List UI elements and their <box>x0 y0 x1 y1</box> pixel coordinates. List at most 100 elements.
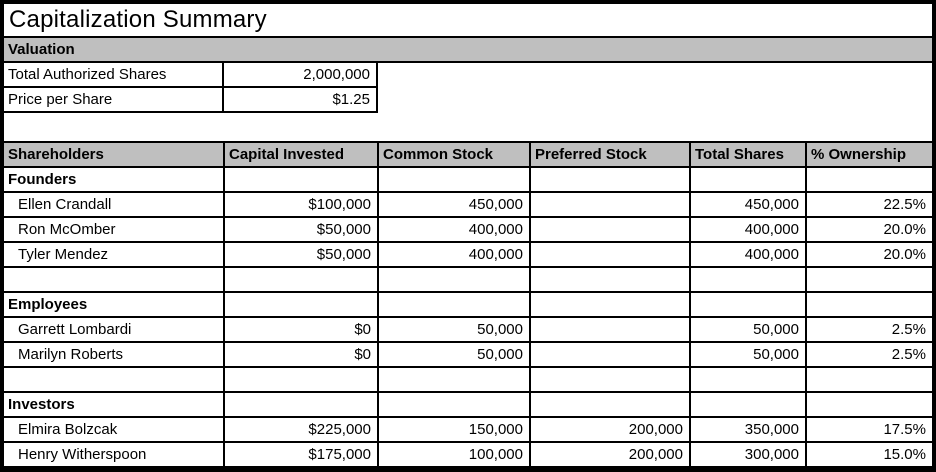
table-cell[interactable]: 17.5% <box>805 416 932 443</box>
table-cell[interactable] <box>529 291 691 318</box>
table-cell[interactable] <box>223 366 379 393</box>
table-cell[interactable] <box>529 266 691 293</box>
table-cell[interactable] <box>529 166 691 193</box>
table-cell[interactable]: Founders <box>4 166 225 193</box>
table-cell[interactable]: 400,000 <box>377 216 531 243</box>
table-cell[interactable] <box>805 291 932 318</box>
table-cell[interactable] <box>377 366 531 393</box>
table-cell[interactable]: 350,000 <box>689 416 807 443</box>
table-cell[interactable]: 150,000 <box>377 416 531 443</box>
table-cell[interactable] <box>4 366 225 393</box>
table-cell[interactable]: Ellen Crandall <box>4 191 225 218</box>
table-cell[interactable] <box>377 391 531 418</box>
table-cell[interactable]: $50,000 <box>223 216 379 243</box>
table-cell[interactable] <box>377 266 531 293</box>
price-per-share-label-cell[interactable]: Price per Share <box>4 88 224 113</box>
section-row-employees: Employees <box>4 291 932 318</box>
table-cell[interactable]: 400,000 <box>689 216 807 243</box>
table-cell[interactable]: 450,000 <box>689 191 807 218</box>
table-cell[interactable] <box>805 166 932 193</box>
column-header-preferred-stock[interactable]: Preferred Stock <box>529 141 691 168</box>
table-cell[interactable]: 50,000 <box>689 316 807 343</box>
table-cell[interactable] <box>689 166 807 193</box>
shareholder-row: Garrett Lombardi $0 50,000 50,000 2.5% <box>4 316 932 343</box>
table-cell[interactable]: 20.0% <box>805 216 932 243</box>
table-cell[interactable] <box>4 266 225 293</box>
table-cell[interactable]: 2.5% <box>805 316 932 343</box>
table-cell[interactable] <box>529 341 691 368</box>
table-cell[interactable]: $0 <box>223 316 379 343</box>
table-cell[interactable]: 200,000 <box>529 416 691 443</box>
table-cell[interactable]: 22.5% <box>805 191 932 218</box>
spacer-row <box>4 113 932 141</box>
valuation-section-header[interactable]: Valuation <box>4 38 932 63</box>
shareholders-table: Shareholders Capital Invested Common Stock… <box>4 141 932 468</box>
section-row-founders: Founders <box>4 166 932 193</box>
table-cell[interactable] <box>529 316 691 343</box>
table-cell[interactable]: Ron McOmber <box>4 216 225 243</box>
table-cell[interactable]: $175,000 <box>223 441 379 468</box>
table-cell[interactable] <box>377 291 531 318</box>
valuation-row-price-per-share: Price per Share $1.25 <box>4 88 932 113</box>
table-cell[interactable] <box>689 266 807 293</box>
table-cell[interactable] <box>689 391 807 418</box>
table-cell[interactable] <box>223 166 379 193</box>
table-cell[interactable]: Garrett Lombardi <box>4 316 225 343</box>
table-cell[interactable]: 2.5% <box>805 341 932 368</box>
table-cell[interactable] <box>805 366 932 393</box>
column-header-capital-invested[interactable]: Capital Invested <box>223 141 379 168</box>
authorized-shares-value-cell[interactable]: 2,000,000 <box>224 63 378 88</box>
table-cell[interactable]: 450,000 <box>377 191 531 218</box>
column-header-total-shares[interactable]: Total Shares <box>689 141 807 168</box>
table-cell[interactable]: Investors <box>4 391 225 418</box>
column-header-common-stock[interactable]: Common Stock <box>377 141 531 168</box>
table-cell[interactable]: $0 <box>223 341 379 368</box>
table-cell[interactable] <box>689 291 807 318</box>
table-cell[interactable] <box>223 291 379 318</box>
authorized-shares-label-cell[interactable]: Total Authorized Shares <box>4 63 224 88</box>
price-per-share-value-cell[interactable]: $1.25 <box>224 88 378 113</box>
table-cell[interactable]: 20.0% <box>805 241 932 268</box>
table-cell[interactable] <box>529 216 691 243</box>
table-cell[interactable]: $225,000 <box>223 416 379 443</box>
blank-separator-row <box>4 266 932 293</box>
table-cell[interactable] <box>377 166 531 193</box>
table-cell[interactable]: 50,000 <box>689 341 807 368</box>
table-cell[interactable]: 100,000 <box>377 441 531 468</box>
shareholder-row: Marilyn Roberts $0 50,000 50,000 2.5% <box>4 341 932 368</box>
table-cell[interactable] <box>529 241 691 268</box>
table-cell[interactable]: Employees <box>4 291 225 318</box>
page-title: Capitalization Summary <box>4 4 932 38</box>
table-cell[interactable]: 400,000 <box>689 241 807 268</box>
table-cell[interactable]: 400,000 <box>377 241 531 268</box>
table-cell[interactable]: $100,000 <box>223 191 379 218</box>
column-header-ownership[interactable]: % Ownership <box>805 141 932 168</box>
section-row-investors: Investors <box>4 391 932 418</box>
page-title-text: Capitalization Summary <box>9 6 267 33</box>
table-cell[interactable]: $50,000 <box>223 241 379 268</box>
table-cell[interactable] <box>529 191 691 218</box>
column-header-shareholders[interactable]: Shareholders <box>4 141 225 168</box>
table-cell[interactable]: 50,000 <box>377 341 531 368</box>
table-cell[interactable] <box>223 266 379 293</box>
table-cell[interactable]: Henry Witherspoon <box>4 441 225 468</box>
table-cell[interactable] <box>529 366 691 393</box>
table-cell[interactable] <box>223 391 379 418</box>
table-cell[interactable] <box>805 266 932 293</box>
table-cell[interactable] <box>805 391 932 418</box>
shareholder-row: Ron McOmber $50,000 400,000 400,000 20.0% <box>4 216 932 243</box>
table-cell[interactable]: Marilyn Roberts <box>4 341 225 368</box>
table-cell[interactable] <box>689 366 807 393</box>
table-cell[interactable]: 15.0% <box>805 441 932 468</box>
table-cell[interactable]: 300,000 <box>689 441 807 468</box>
shareholder-row: Ellen Crandall $100,000 450,000 450,000 22.5… <box>4 191 932 218</box>
table-cell[interactable]: 50,000 <box>377 316 531 343</box>
table-cell[interactable] <box>529 391 691 418</box>
shareholder-row: Tyler Mendez $50,000 400,000 400,000 20.0% <box>4 241 932 268</box>
table-cell[interactable]: Elmira Bolzcak <box>4 416 225 443</box>
table-cell[interactable]: Tyler Mendez <box>4 241 225 268</box>
valuation-section-label: Valuation <box>8 41 75 58</box>
table-body: Founders Ellen Crandall $100,000 450,000 450… <box>4 166 932 468</box>
table-cell[interactable]: 200,000 <box>529 441 691 468</box>
